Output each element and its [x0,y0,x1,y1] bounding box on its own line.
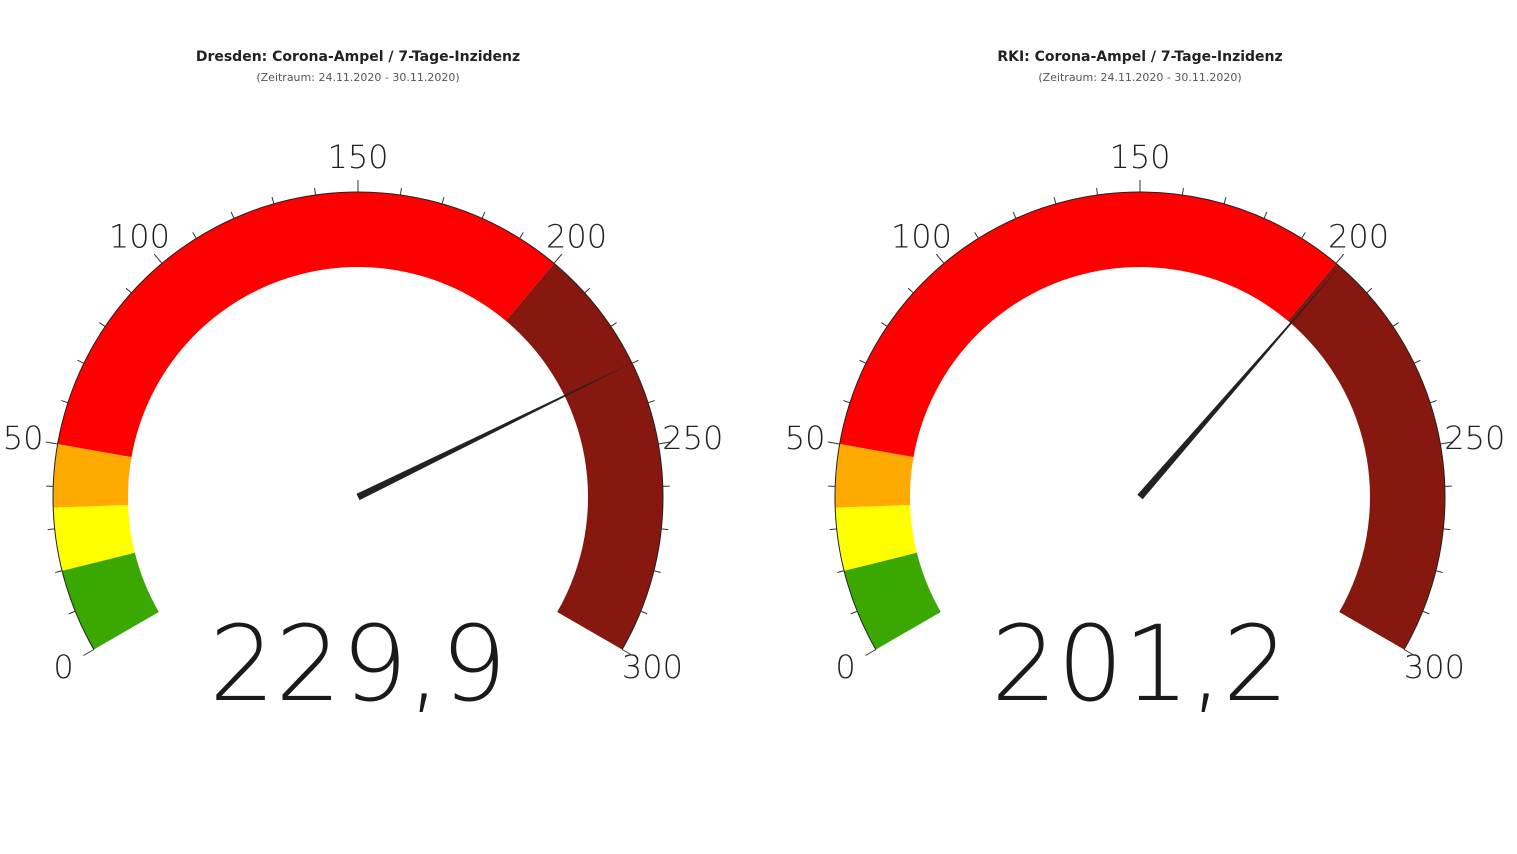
chart-title: RKI: Corona-Ampel / 7-Tage-Inzidenz [997,49,1282,65]
gauge-needle [356,361,635,501]
gauge-band [62,552,159,650]
gauge-value: 201,2 [991,603,1289,725]
major-tick [45,441,58,445]
gauge-band [53,505,135,571]
minor-tick [314,187,317,196]
tick-label: 300 [622,648,683,686]
minor-tick [271,196,275,204]
tick-label: 100 [109,218,170,256]
minor-tick [850,610,858,615]
minor-tick [1443,528,1451,531]
minor-tick [125,287,132,294]
minor-tick [1429,400,1437,404]
minor-tick [584,287,591,294]
major-tick [827,441,840,445]
minor-tick [61,400,69,404]
major-tick [1335,253,1345,264]
minor-tick [77,359,85,364]
minor-tick [974,232,979,239]
tick-label: 250 [1444,419,1505,457]
minor-tick [653,570,661,573]
gauge-band [1287,263,1445,650]
major-tick [865,649,877,656]
minor-tick [881,322,888,327]
tick-label: 200 [546,218,607,256]
minor-tick [230,211,235,219]
major-tick [621,649,633,656]
minor-tick [1422,610,1430,615]
tick-label: 150 [1109,138,1170,176]
major-tick [935,253,945,264]
minor-tick [640,610,648,615]
minor-tick [441,196,445,204]
minor-tick [647,400,655,404]
tick-label: 50 [3,419,44,457]
minor-tick [192,232,197,239]
minor-tick [55,570,63,573]
minor-tick [68,610,76,615]
minor-tick [859,359,867,364]
major-tick [1403,649,1415,656]
gauge-band [52,444,132,508]
tick-label: 300 [1404,648,1465,686]
minor-tick [610,322,617,327]
minor-tick [1012,211,1017,219]
tick-label: 50 [785,419,826,457]
minor-tick [1413,359,1421,364]
chart-title: Dresden: Corona-Ampel / 7-Tage-Inzidenz [196,49,520,65]
minor-tick [1366,287,1373,294]
minor-tick [1301,232,1306,239]
minor-tick [1181,187,1184,196]
minor-tick [1053,196,1057,204]
gauge-value: 229,9 [209,603,507,725]
minor-tick [829,528,837,531]
gauge-band [834,444,914,508]
minor-tick [47,528,55,531]
minor-tick [481,211,486,219]
major-tick [1440,441,1453,445]
minor-tick [1223,196,1227,204]
gauge-band [57,192,555,458]
major-tick [153,253,163,264]
minor-tick [399,187,402,196]
tick-label: 250 [662,419,723,457]
minor-tick [1392,322,1399,327]
minor-tick [99,322,106,327]
tick-label: 0 [835,648,855,686]
minor-tick [907,287,914,294]
chart-subtitle: (Zeitraum: 24.11.2020 - 30.11.2020) [1038,71,1241,84]
minor-tick [843,400,851,404]
chart-subtitle: (Zeitraum: 24.11.2020 - 30.11.2020) [256,71,459,84]
tick-label: 200 [1328,218,1389,256]
tick-label: 100 [891,218,952,256]
minor-tick [631,359,639,364]
major-tick [658,441,671,445]
gauge-band [839,192,1337,458]
gauge-needle [1137,264,1342,500]
gauge-outline [834,191,1446,650]
gauge-outline [52,191,664,650]
major-tick [553,253,563,264]
minor-tick [661,528,669,531]
tick-label: 0 [53,648,73,686]
tick-label: 150 [327,138,388,176]
minor-tick [1263,211,1268,219]
gauge-band [835,505,917,571]
gauge-band [505,263,663,650]
minor-tick [519,232,524,239]
major-tick [83,649,95,656]
minor-tick [1435,570,1443,573]
minor-tick [1096,187,1099,196]
minor-tick [837,570,845,573]
gauge-band [844,552,941,650]
